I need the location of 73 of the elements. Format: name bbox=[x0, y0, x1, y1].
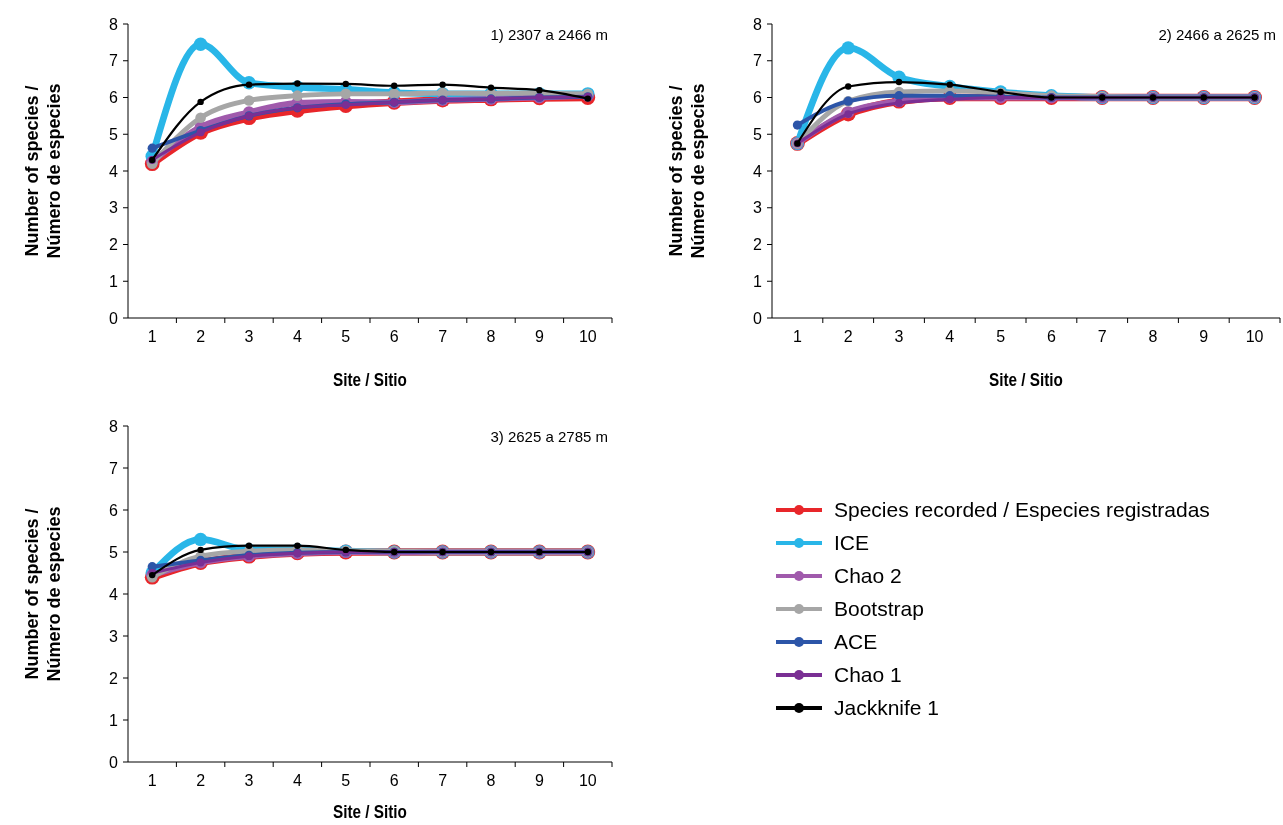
x-tick-label: 7 bbox=[438, 772, 448, 789]
x-tick-label: 6 bbox=[389, 772, 399, 789]
x-tick-label: 5 bbox=[341, 328, 351, 345]
y-tick-label: 1 bbox=[109, 272, 119, 290]
x-tick-label: 4 bbox=[292, 328, 302, 345]
x-axis-title: Site / Sitio bbox=[333, 369, 407, 391]
x-tick-label: 9 bbox=[534, 772, 544, 789]
y-tick-label: 4 bbox=[109, 162, 119, 180]
legend-label: Jackknife 1 bbox=[834, 696, 940, 720]
legend-label: Chao 1 bbox=[834, 663, 902, 687]
y-tick-label: 2 bbox=[109, 236, 119, 254]
x-tick-label: 8 bbox=[486, 772, 496, 789]
x-tick-label: 7 bbox=[438, 328, 448, 345]
y-tick-label: 8 bbox=[109, 15, 119, 33]
y-axis-title: Number of species / Número de especies bbox=[666, 83, 708, 259]
y-axis-title: Number of species / Número de especies bbox=[22, 506, 64, 682]
x-tick-label: 3 bbox=[244, 328, 254, 345]
y-tick-label: 6 bbox=[753, 89, 763, 107]
x-tick-label: 3 bbox=[894, 328, 904, 345]
y-tick-label: 6 bbox=[109, 89, 119, 107]
x-tick-label: 10 bbox=[578, 328, 597, 345]
y-tick-label: 5 bbox=[109, 125, 119, 143]
legend-label: ICE bbox=[834, 531, 870, 555]
y-tick-label: 8 bbox=[753, 15, 763, 33]
legend-label: Chao 2 bbox=[834, 564, 902, 588]
legend-label: ACE bbox=[834, 630, 878, 654]
x-axis-title: Site / Sitio bbox=[989, 369, 1063, 391]
x-axis-title: Site / Sitio bbox=[333, 801, 407, 823]
y-tick-label: 7 bbox=[109, 52, 119, 70]
y-tick-label: 4 bbox=[753, 162, 763, 180]
x-tick-label: 2 bbox=[196, 772, 206, 789]
x-tick-label: 1 bbox=[147, 328, 157, 345]
x-tick-label: 8 bbox=[486, 328, 496, 345]
x-tick-label: 4 bbox=[945, 328, 955, 345]
y-tick-label: 8 bbox=[109, 417, 119, 435]
y-tick-label: 3 bbox=[109, 199, 119, 217]
x-tick-label: 1 bbox=[792, 328, 802, 345]
x-tick-label: 6 bbox=[389, 328, 399, 345]
x-tick-label: 8 bbox=[1148, 328, 1158, 345]
x-tick-label: 6 bbox=[1046, 328, 1056, 345]
y-tick-label: 3 bbox=[753, 199, 763, 217]
y-axis-title: Number of species / Número de especies bbox=[22, 83, 64, 259]
x-tick-label: 10 bbox=[578, 772, 597, 789]
x-tick-label: 3 bbox=[244, 772, 254, 789]
y-tick-label: 0 bbox=[753, 309, 763, 327]
y-tick-label: 2 bbox=[109, 669, 119, 687]
y-tick-label: 5 bbox=[753, 125, 763, 143]
x-tick-label: 4 bbox=[292, 772, 302, 789]
y-tick-label: 5 bbox=[109, 543, 119, 561]
chart-title: 2) 2466 a 2625 m bbox=[1158, 26, 1276, 43]
x-tick-label: 5 bbox=[341, 772, 351, 789]
x-tick-label: 9 bbox=[534, 328, 544, 345]
legend-label: Species recorded / Especies registradas bbox=[834, 498, 1210, 522]
y-tick-label: 2 bbox=[753, 236, 763, 254]
y-tick-label: 6 bbox=[109, 501, 119, 519]
y-tick-label: 1 bbox=[109, 711, 119, 729]
x-tick-label: 2 bbox=[843, 328, 853, 345]
x-tick-label: 5 bbox=[996, 328, 1006, 345]
y-tick-label: 1 bbox=[753, 272, 763, 290]
x-tick-label: 10 bbox=[1245, 328, 1264, 345]
y-tick-label: 0 bbox=[109, 753, 119, 771]
legend-label: Bootstrap bbox=[834, 597, 924, 621]
chart-title: 1) 2307 a 2466 m bbox=[490, 26, 608, 43]
y-tick-label: 4 bbox=[109, 585, 119, 603]
y-tick-label: 0 bbox=[109, 309, 119, 327]
y-tick-label: 7 bbox=[753, 52, 763, 70]
x-tick-label: 2 bbox=[196, 328, 206, 345]
x-tick-label: 7 bbox=[1097, 328, 1107, 345]
x-tick-label: 9 bbox=[1199, 328, 1209, 345]
chart-title: 3) 2625 a 2785 m bbox=[490, 428, 608, 445]
x-tick-label: 1 bbox=[147, 772, 157, 789]
y-tick-label: 3 bbox=[109, 627, 119, 645]
y-tick-label: 7 bbox=[109, 459, 119, 477]
